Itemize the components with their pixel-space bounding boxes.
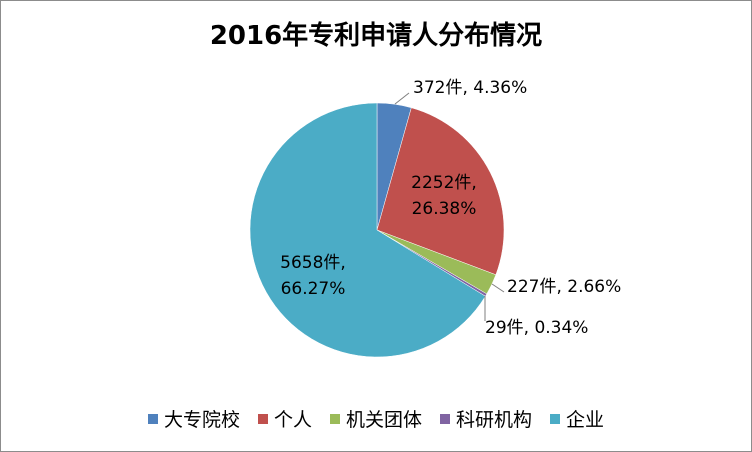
legend: 大专院校 个人 机关团体 科研机构 企业 [1, 405, 751, 432]
data-label-2-line1: 227件, 2.66% [507, 277, 621, 297]
data-label-3-line1: 29件, 0.34% [485, 318, 588, 338]
data-label-2: 227件, 2.66% [507, 277, 621, 297]
legend-label-4: 企业 [566, 409, 605, 431]
data-label-3: 29件, 0.34% [485, 318, 588, 338]
legend-item-1: 个人 [257, 405, 312, 432]
legend-label-1: 个人 [273, 409, 312, 431]
legend-swatch-3 [440, 413, 450, 424]
legend-swatch-4 [550, 413, 561, 424]
legend-label-2: 机关团体 [345, 409, 422, 431]
data-label-4-line2: 66.27% [281, 279, 346, 299]
legend-item-0: 大专院校 [147, 405, 240, 432]
data-label-4: 5658件, 66.27% [280, 253, 346, 299]
data-label-4-line1: 5658件, [280, 253, 346, 273]
pie-slice-4 [249, 102, 486, 358]
legend-label-3: 科研机构 [456, 409, 533, 431]
chart-title: 2016年专利申请人分布情况 [209, 21, 543, 51]
data-label-1: 2252件, 26.38% [411, 173, 477, 219]
legend-label-0: 大专院校 [163, 409, 240, 431]
data-label-0-line1: 372件, 4.36% [413, 78, 527, 98]
legend-swatch-2 [329, 413, 340, 424]
legend-item-4: 企业 [550, 405, 604, 432]
leader-line-2 [491, 283, 505, 293]
leader-line-0 [394, 92, 410, 105]
legend-swatch-1 [257, 413, 268, 424]
data-label-0: 372件, 4.36% [413, 78, 527, 98]
legend-item-3: 科研机构 [440, 405, 532, 432]
legend-swatch-0 [147, 413, 158, 424]
data-label-1-line1: 2252件, [411, 173, 477, 193]
data-label-1-line2: 26.38% [412, 199, 477, 219]
legend-item-2: 机关团体 [329, 405, 422, 432]
pie-slice-1 [376, 107, 505, 276]
